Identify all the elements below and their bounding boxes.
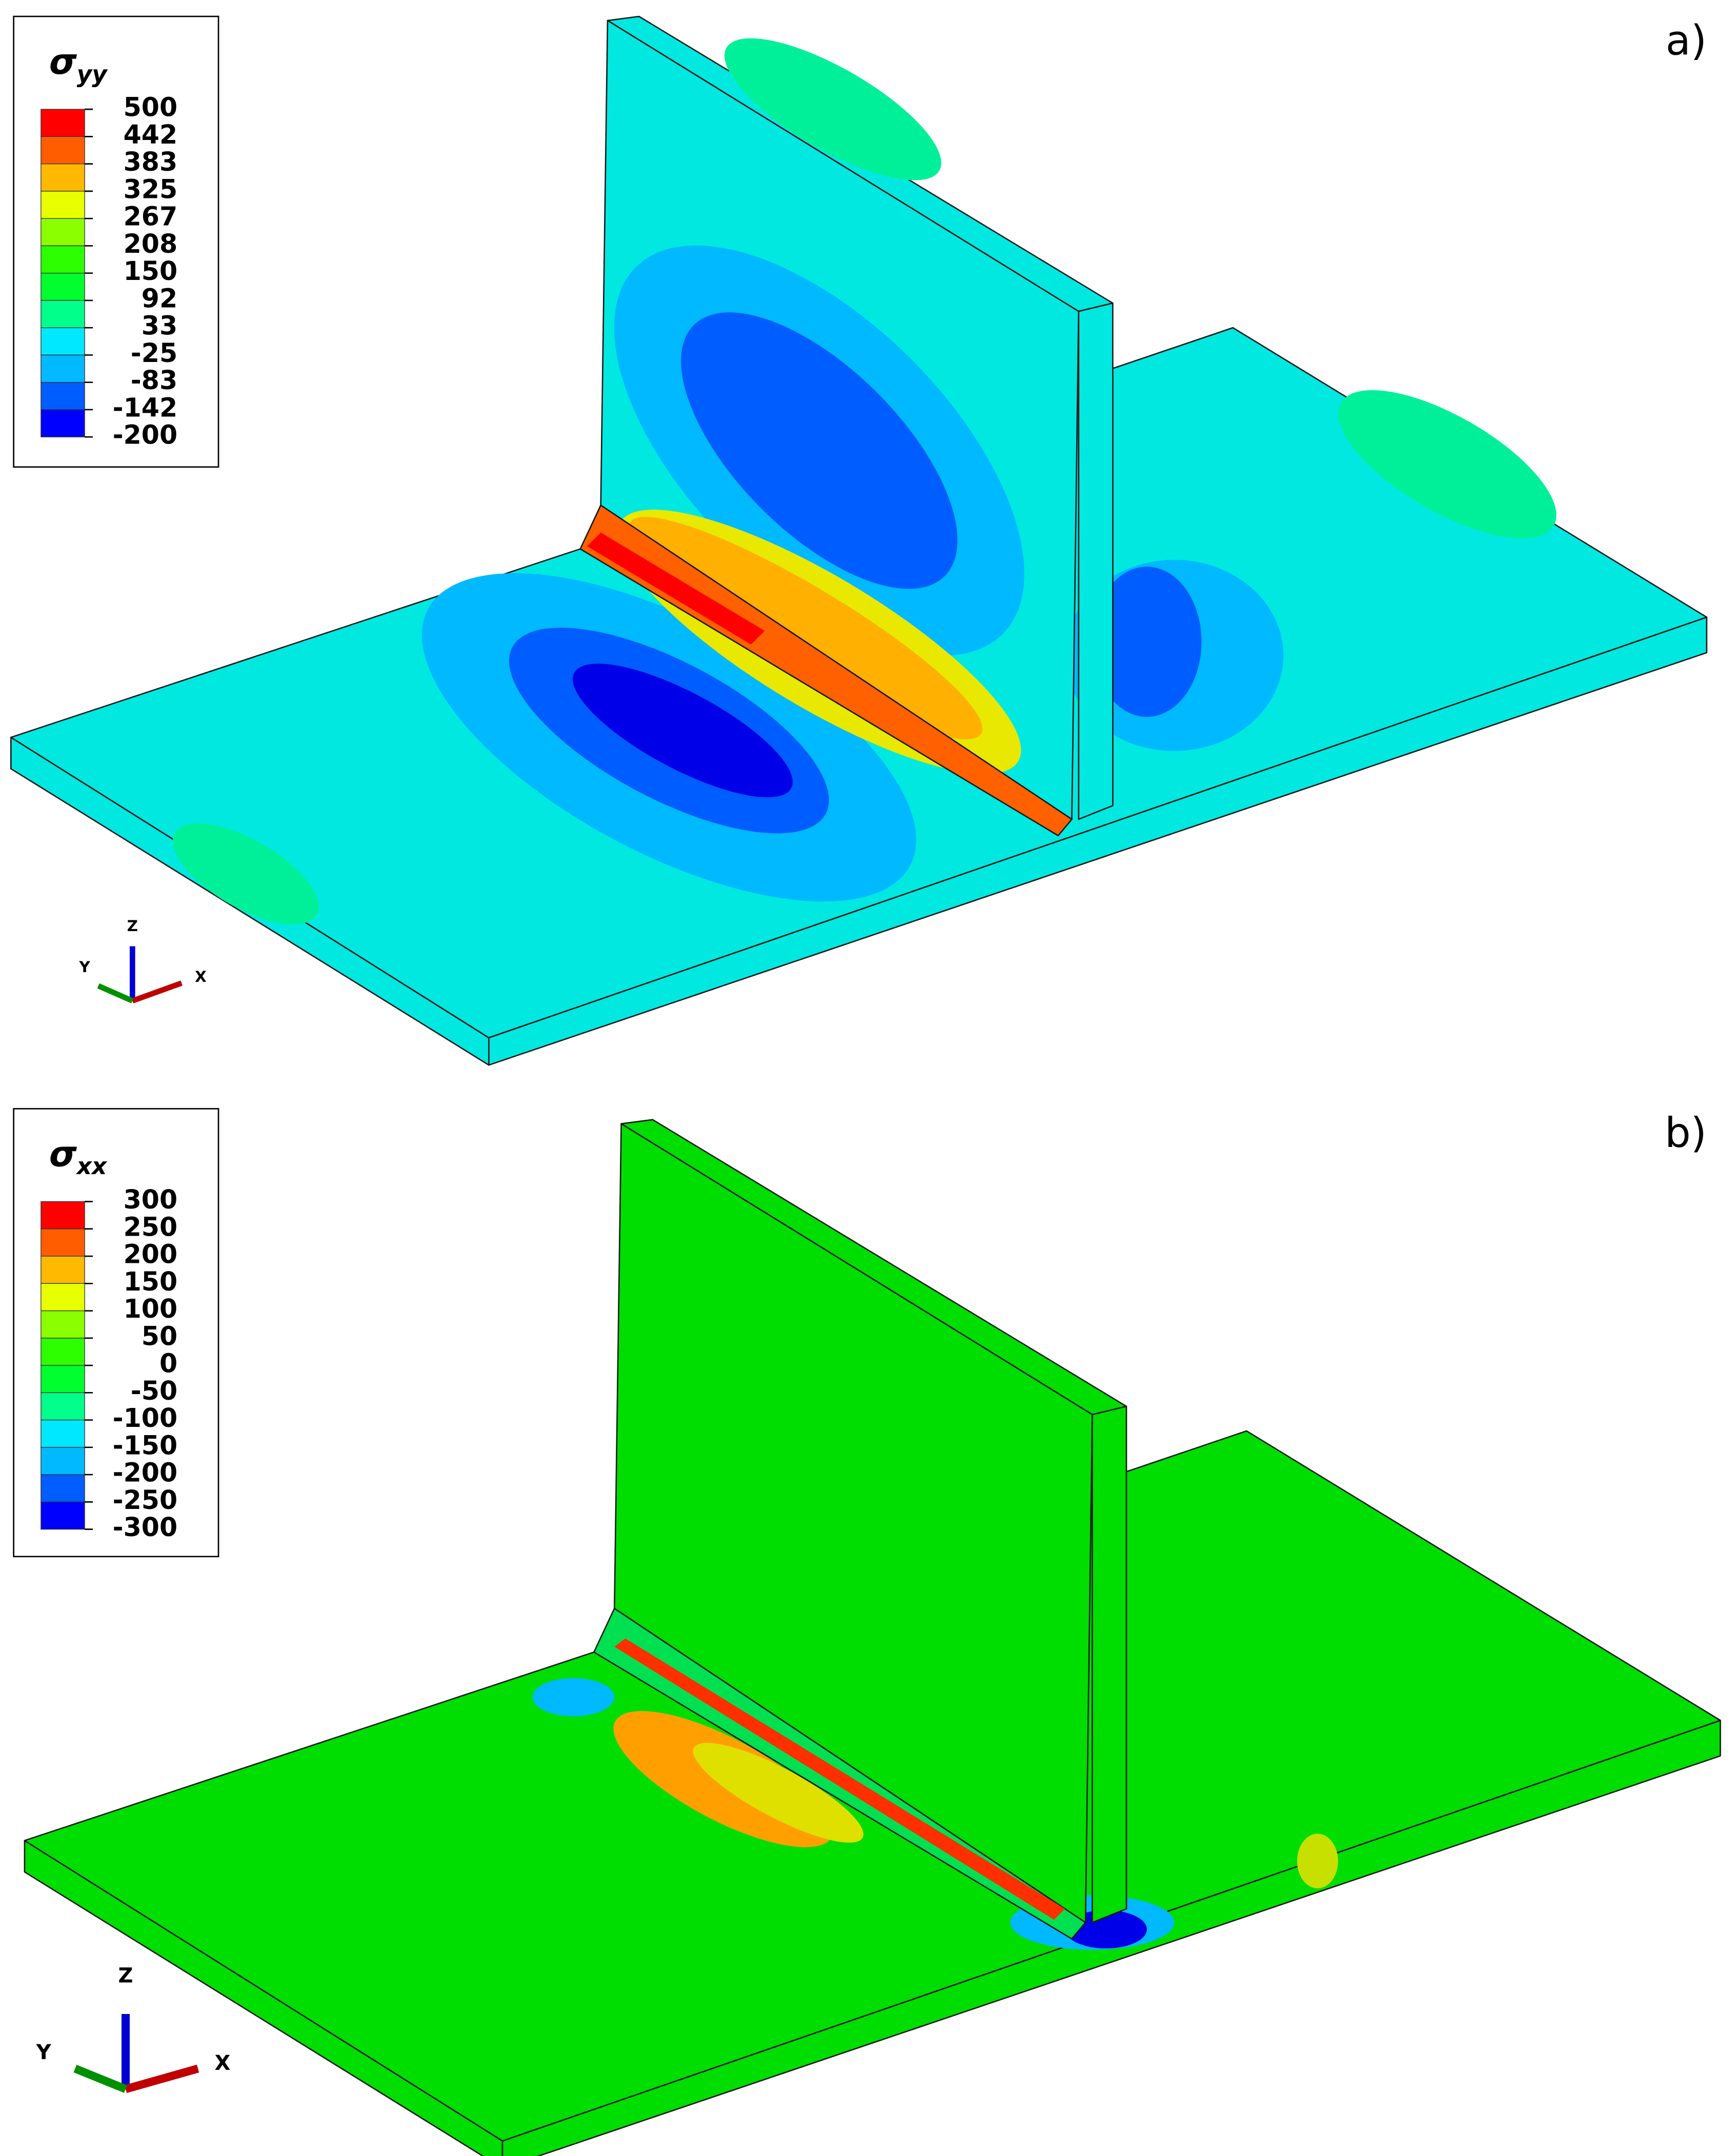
legend-label: 325 bbox=[124, 174, 178, 204]
legend-label: -100 bbox=[113, 1403, 178, 1433]
panel-a: σyy 5004423833252672081509233-25-83-142-2… bbox=[10, 15, 1708, 1066]
legend-band bbox=[41, 109, 85, 137]
axis-label: X bbox=[195, 968, 207, 985]
legend-band bbox=[41, 409, 85, 437]
axis-label: Z bbox=[127, 917, 138, 935]
legend-label: 50 bbox=[142, 1321, 177, 1351]
legend-label: 300 bbox=[124, 1184, 178, 1215]
legend-band bbox=[41, 1201, 85, 1230]
panel-label: a) bbox=[1666, 17, 1707, 65]
legend-band bbox=[41, 354, 85, 383]
legend-label: 383 bbox=[124, 147, 178, 177]
legend-label: -25 bbox=[131, 338, 177, 368]
legend-title: σyy bbox=[49, 42, 108, 88]
contour bbox=[1338, 390, 1557, 538]
contour bbox=[573, 663, 793, 798]
legend-band bbox=[41, 300, 85, 328]
legend-label: -50 bbox=[131, 1376, 177, 1406]
axis-triad: Z Y X bbox=[36, 1964, 231, 2093]
weld bbox=[579, 505, 1073, 837]
legend-label: 500 bbox=[124, 92, 178, 123]
legend-label: -150 bbox=[113, 1430, 178, 1460]
contour bbox=[693, 1743, 864, 1843]
legend-label: 0 bbox=[159, 1348, 177, 1379]
legend-band bbox=[41, 1501, 85, 1530]
contour bbox=[173, 823, 319, 924]
legend-label: -200 bbox=[113, 420, 178, 450]
axis-triad: Z Y X bbox=[78, 917, 207, 1004]
legend-band bbox=[41, 163, 85, 192]
legend-label: 100 bbox=[124, 1294, 178, 1324]
legend-label: 92 bbox=[142, 283, 177, 313]
legend-band bbox=[41, 1419, 85, 1448]
symbol: σ bbox=[49, 1134, 77, 1175]
legend-items: σyy 5004423833252672081509233-25-83-142-2… bbox=[41, 42, 177, 450]
legend-label: -200 bbox=[113, 1458, 178, 1488]
legend-band bbox=[41, 273, 85, 301]
symbol: σ bbox=[49, 42, 77, 83]
legend-band bbox=[41, 1474, 85, 1503]
legend-label: 150 bbox=[124, 256, 178, 286]
legend-label: -300 bbox=[113, 1512, 178, 1542]
axis-label: X bbox=[215, 2051, 231, 2075]
panel-b: σxx 300250200150100500-50-100-150-200-250… bbox=[13, 1108, 1721, 2156]
legend-band bbox=[41, 1256, 85, 1284]
legend-label: -250 bbox=[113, 1485, 178, 1515]
legend-items: σxx 300250200150100500-50-100-150-200-250… bbox=[41, 1134, 177, 1542]
legend-label: 150 bbox=[124, 1266, 178, 1297]
legend-label: 442 bbox=[124, 119, 178, 150]
legend-label: -83 bbox=[131, 365, 177, 395]
legend-band bbox=[41, 1447, 85, 1475]
contour bbox=[532, 1678, 615, 1717]
legend-band bbox=[41, 136, 85, 165]
legend-band bbox=[41, 1392, 85, 1421]
legend-band bbox=[41, 1365, 85, 1393]
legend-band bbox=[41, 1338, 85, 1366]
contour bbox=[724, 38, 941, 180]
legend-band bbox=[41, 218, 85, 247]
subscript: yy bbox=[77, 61, 109, 88]
panel-label: b) bbox=[1665, 1109, 1707, 1157]
axis-label: Y bbox=[78, 958, 90, 976]
contour bbox=[1297, 1833, 1338, 1888]
legend-label: 208 bbox=[124, 229, 178, 259]
legend-label: 33 bbox=[142, 311, 177, 341]
contour bbox=[587, 532, 765, 644]
legend-band bbox=[41, 382, 85, 410]
legend-band bbox=[41, 1310, 85, 1339]
legend-label: 200 bbox=[124, 1239, 178, 1270]
legend-label: -142 bbox=[113, 392, 178, 422]
contour bbox=[1092, 567, 1202, 717]
contour bbox=[614, 1638, 1065, 1920]
legend-band bbox=[41, 1228, 85, 1257]
legend-label: 250 bbox=[124, 1212, 178, 1242]
legend-band bbox=[41, 191, 85, 219]
legend-band bbox=[41, 327, 85, 356]
subscript: xx bbox=[76, 1153, 108, 1180]
legend-band bbox=[41, 245, 85, 274]
legend-title: σxx bbox=[49, 1134, 108, 1180]
contour bbox=[629, 517, 983, 739]
axis-label: Z bbox=[118, 1964, 133, 1988]
contour bbox=[681, 312, 958, 589]
legend-label: 267 bbox=[124, 202, 178, 232]
axis-label: Y bbox=[36, 2041, 52, 2064]
legend-band bbox=[41, 1283, 85, 1312]
